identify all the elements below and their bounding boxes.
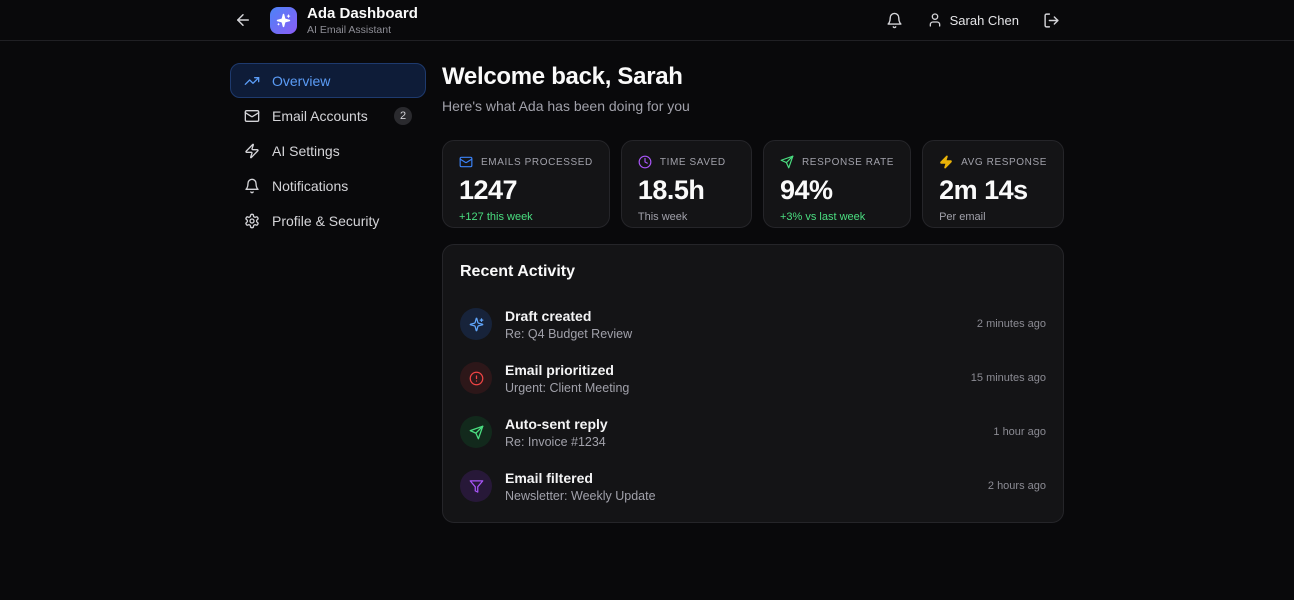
activity-row-draft-created: Draft created Re: Q4 Budget Review 2 min…	[460, 302, 1046, 346]
back-button[interactable]	[230, 7, 256, 33]
activity-subtitle-text: Newsletter: Weekly Update	[505, 488, 656, 503]
zap-icon	[939, 155, 953, 169]
notifications-button[interactable]	[882, 8, 907, 33]
sidebar-item-label: AI Settings	[272, 142, 340, 159]
activity-timestamp: 2 minutes ago	[976, 318, 1046, 330]
sidebar-item-label: Profile & Security	[272, 212, 380, 229]
stat-label: TIME SAVED	[659, 156, 726, 168]
activity-list: Draft created Re: Q4 Budget Review 2 min…	[460, 302, 1046, 508]
bell-icon	[244, 178, 260, 194]
stat-subtext: This week	[637, 211, 688, 223]
user-menu[interactable]: Sarah Chen	[927, 12, 1019, 28]
recent-activity-title: Recent Activity	[460, 263, 575, 280]
app-subtitle: AI Email Assistant	[307, 23, 392, 36]
activity-subtitle-text: Re: Q4 Budget Review	[505, 326, 633, 341]
sidebar-item-overview[interactable]: Overview	[230, 63, 426, 98]
logout-button[interactable]	[1039, 8, 1064, 33]
mail-icon	[244, 108, 260, 124]
stat-card-avg-response: AVG RESPONSE 2m 14s Per email	[922, 140, 1064, 228]
sidebar-item-label: Notifications	[272, 177, 349, 194]
stat-card-time-saved: TIME SAVED 18.5h This week	[620, 140, 752, 228]
activity-title-text: Draft created	[505, 307, 592, 324]
stat-value: 94%	[779, 175, 833, 205]
stat-value: 1247	[459, 175, 518, 205]
clock-icon	[638, 155, 652, 169]
stat-label: EMAILS PROCESSED	[481, 156, 593, 168]
activity-timestamp: 15 minutes ago	[970, 372, 1046, 384]
sparkles-icon	[460, 308, 492, 340]
logout-icon	[1043, 12, 1060, 29]
zap-icon	[244, 143, 260, 159]
alert-circle-icon	[460, 362, 492, 394]
app-header: Ada Dashboard AI Email Assistant Sarah C…	[0, 0, 1294, 41]
user-name: Sarah Chen	[949, 12, 1019, 28]
activity-subtitle-text: Re: Invoice #1234	[505, 434, 606, 449]
email-accounts-badge: 2	[394, 106, 412, 125]
activity-subtitle-text: Urgent: Client Meeting	[505, 380, 630, 395]
stats-grid: EMAILS PROCESSED 1247 +127 this week TIM…	[442, 140, 1064, 228]
sidebar-item-email-accounts[interactable]: Email Accounts 2	[230, 98, 426, 133]
app-title: Ada Dashboard	[307, 4, 418, 22]
activity-row-auto-sent-reply: Auto-sent reply Re: Invoice #1234 1 hour…	[460, 410, 1046, 454]
recent-activity-card: Recent Activity Draft created Re: Q4 Bud…	[442, 244, 1064, 523]
activity-title-text: Email prioritized	[505, 361, 614, 378]
stat-card-response-rate: RESPONSE RATE 94% +3% vs last week	[762, 140, 912, 228]
sidebar: Overview Email Accounts 2 AI Settings No…	[230, 63, 426, 523]
send-icon	[780, 155, 794, 169]
sparkles-icon	[276, 13, 291, 28]
send-icon	[460, 416, 492, 448]
sidebar-item-notifications[interactable]: Notifications	[230, 168, 426, 203]
trending-up-icon	[244, 73, 260, 89]
sidebar-item-profile-security[interactable]: Profile & Security	[230, 203, 426, 238]
bell-icon	[886, 12, 903, 29]
sidebar-item-label: Email Accounts	[272, 107, 368, 124]
stat-subtext: Per email	[939, 211, 986, 223]
activity-timestamp: 1 hour ago	[993, 426, 1046, 438]
main-content: Welcome back, Sarah Here's what Ada has …	[442, 63, 1064, 523]
mail-icon	[459, 155, 473, 169]
activity-title-text: Email filtered	[505, 469, 593, 486]
stat-subtext: +127 this week	[459, 211, 533, 223]
arrow-left-icon	[234, 11, 252, 29]
sidebar-item-label: Overview	[272, 72, 331, 89]
activity-timestamp: 2 hours ago	[987, 480, 1046, 492]
stat-label: RESPONSE RATE	[801, 156, 895, 168]
stat-card-emails-processed: EMAILS PROCESSED 1247 +127 this week	[442, 140, 610, 228]
filter-icon	[460, 470, 492, 502]
page-title: Welcome back, Sarah	[442, 63, 683, 90]
sidebar-item-ai-settings[interactable]: AI Settings	[230, 133, 426, 168]
user-icon	[927, 12, 943, 28]
activity-row-email-prioritized: Email prioritized Urgent: Client Meeting…	[460, 356, 1046, 400]
activity-row-email-filtered: Email filtered Newsletter: Weekly Update…	[460, 464, 1046, 508]
page-subtitle: Here's what Ada has been doing for you	[442, 98, 690, 114]
app-logo	[270, 6, 297, 34]
gear-icon	[244, 213, 260, 229]
stat-label: AVG RESPONSE	[961, 156, 1047, 168]
stat-subtext: +3% vs last week	[779, 211, 866, 223]
activity-title-text: Auto-sent reply	[505, 415, 608, 432]
stat-value: 2m 14s	[939, 175, 1028, 205]
stat-value: 18.5h	[637, 175, 705, 205]
